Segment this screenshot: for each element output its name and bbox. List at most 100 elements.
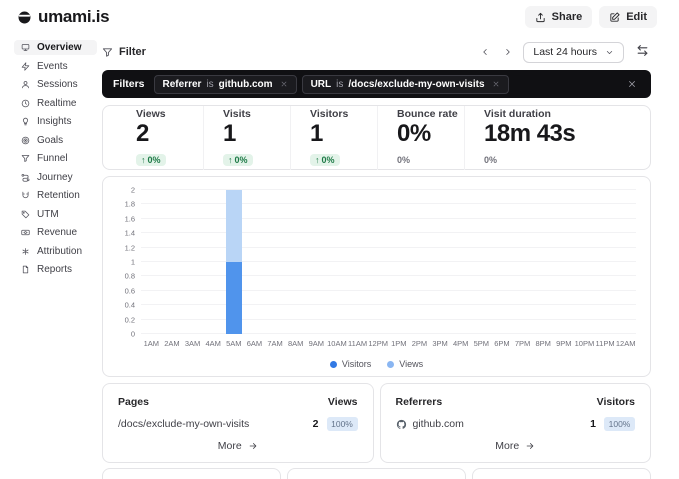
x-tick-label: 3AM bbox=[184, 339, 201, 348]
chart-legend: Visitors Views bbox=[117, 359, 636, 369]
sidebar-nav: Overview Events Sessions Realtime Insights Go… bbox=[14, 40, 97, 479]
referrers-table-row: github.com 1 100% bbox=[396, 417, 635, 431]
legend-item-views[interactable]: Views bbox=[387, 359, 423, 369]
filter-chip-referrer[interactable]: Referrer is github.com bbox=[153, 74, 297, 94]
x-tick-label: 11AM bbox=[348, 339, 368, 348]
x-tick-label: 4PM bbox=[452, 339, 469, 348]
referrers-rows: github.com 1 100% bbox=[396, 417, 635, 431]
sidebar-item-attribution[interactable]: Attribution bbox=[14, 244, 97, 259]
sidebar-item-events[interactable]: Events bbox=[14, 59, 97, 74]
x-tick-label: 8PM bbox=[535, 339, 551, 348]
sidebar-item-journey[interactable]: Journey bbox=[14, 170, 97, 185]
arrow-up-icon: ↑ bbox=[315, 154, 320, 165]
edit-button[interactable]: Edit bbox=[599, 6, 657, 28]
sidebar-item-goals[interactable]: Goals bbox=[14, 133, 97, 148]
stat-change-badge: ↑ 0% bbox=[310, 153, 340, 166]
sidebar-item-realtime[interactable]: Realtime bbox=[14, 96, 97, 111]
x-tick-label: 5AM bbox=[226, 339, 242, 348]
date-prev-button[interactable] bbox=[477, 44, 493, 60]
x-tick-label: 5PM bbox=[473, 339, 490, 348]
app-header: umami.is Share Edit bbox=[0, 0, 679, 34]
stat-visits: Visits 1 ↑ 0% bbox=[223, 105, 310, 170]
chart-y-axis: 0 0.2 0.4 0.6 0.8 1 1.2 1.4 1.6 1.8 2 bbox=[117, 186, 141, 339]
row-percent-badge: 100% bbox=[604, 417, 635, 431]
y-tick-label: 0.6 bbox=[124, 286, 135, 296]
sidebar-item-revenue[interactable]: Revenue bbox=[14, 225, 97, 240]
more-label: More bbox=[217, 440, 242, 452]
date-next-button[interactable] bbox=[500, 44, 516, 60]
share-button[interactable]: Share bbox=[524, 6, 593, 28]
legend-item-visitors[interactable]: Visitors bbox=[329, 359, 371, 369]
filters-bar-label: Filters bbox=[113, 78, 145, 90]
stat-value: 18m 43s bbox=[484, 119, 576, 147]
stat-value: 0% bbox=[397, 119, 431, 147]
filter-button[interactable]: Filter bbox=[102, 46, 146, 58]
tag-icon bbox=[21, 210, 30, 218]
x-tick-label: 8AM bbox=[287, 339, 304, 348]
y-tick-label: 1 bbox=[130, 257, 135, 267]
sidebar-item-label: Funnel bbox=[37, 153, 68, 164]
pages-more-button[interactable]: More bbox=[218, 440, 258, 452]
gridline bbox=[141, 304, 636, 306]
sidebar-item-utm[interactable]: UTM bbox=[14, 207, 97, 222]
row-percent-badge: 100% bbox=[326, 417, 358, 431]
chip-value: /docs/exclude-my-own-visits bbox=[348, 78, 485, 90]
y-tick-label: 1.2 bbox=[124, 243, 135, 253]
gridline bbox=[141, 232, 636, 234]
x-tick-label: 2PM bbox=[411, 339, 428, 348]
x-tick-label: 7AM bbox=[267, 339, 283, 348]
sidebar-item-label: UTM bbox=[37, 208, 59, 220]
gridline bbox=[141, 189, 636, 190]
row-name-link[interactable]: github.com bbox=[396, 418, 591, 430]
sidebar-item-reports[interactable]: Reports bbox=[14, 262, 97, 277]
remove-filter-icon[interactable] bbox=[492, 80, 500, 88]
funnel-icon bbox=[21, 155, 30, 162]
stat-change-badge: ↑ 0% bbox=[136, 153, 166, 166]
asterisk-icon bbox=[22, 247, 29, 255]
filter-label: Filter bbox=[119, 46, 146, 58]
legend-dot-icon bbox=[387, 360, 395, 368]
referrers-title: Referrers bbox=[395, 396, 443, 408]
sidebar-item-sessions[interactable]: Sessions bbox=[14, 77, 97, 92]
bar-visitors-5am[interactable] bbox=[225, 262, 242, 334]
stat-label: Visitors bbox=[310, 107, 349, 120]
x-tick-label: 6PM bbox=[494, 339, 510, 348]
referrers-more-button[interactable]: More bbox=[495, 440, 535, 452]
clear-filters-button[interactable] bbox=[624, 76, 640, 92]
sidebar-item-overview[interactable]: Overview bbox=[14, 40, 97, 55]
chevron-down-icon bbox=[606, 50, 613, 54]
sidebar-item-insights[interactable]: Insights bbox=[14, 114, 97, 129]
sidebar-item-label: Journey bbox=[37, 171, 73, 183]
sidebar-item-label: Attribution bbox=[37, 245, 83, 257]
main-content: Filter Last 24 hours bbox=[102, 40, 651, 479]
y-tick-label: 0.4 bbox=[124, 300, 135, 310]
stat-label: Visit duration bbox=[484, 107, 551, 120]
pages-card: Pages Views /docs/exclude-my-own-visits 2… bbox=[102, 383, 374, 463]
compare-button[interactable] bbox=[633, 43, 651, 61]
gridline bbox=[141, 333, 636, 334]
x-tick-label: 1PM bbox=[391, 339, 407, 348]
filter-chip-url[interactable]: URL is/docs/exclude-my-own-visits bbox=[301, 74, 509, 94]
row-name-link[interactable]: /docs/exclude-my-own-visits bbox=[118, 418, 313, 430]
remove-filter-icon[interactable] bbox=[280, 80, 288, 88]
stat-visit-duration: Visit duration 18m 43s 0% bbox=[484, 106, 576, 170]
x-tick-label: 12PM bbox=[368, 339, 388, 348]
bottom-cards-row bbox=[102, 468, 651, 479]
pages-title: Pages bbox=[118, 396, 149, 408]
stat-label: Visits bbox=[223, 107, 251, 120]
date-range-select[interactable]: Last 24 hours bbox=[523, 41, 624, 63]
stats-card: Views 2 ↑ 0% Visits 1 ↑ 0% Visitors 1 ↑ 0% Bounce… bbox=[102, 105, 651, 170]
sidebar-item-funnel[interactable]: Funnel bbox=[14, 151, 97, 166]
x-tick-label: 4AM bbox=[205, 339, 221, 348]
zap-icon bbox=[21, 61, 30, 71]
umami-logo[interactable]: umami.is bbox=[18, 7, 110, 27]
sidebar-item-retention[interactable]: Retention bbox=[14, 188, 97, 203]
chip-field: Referrer bbox=[162, 78, 202, 90]
y-tick-label: 0.8 bbox=[124, 271, 135, 281]
chip-operator: is bbox=[336, 78, 344, 90]
arrow-right-icon bbox=[526, 443, 534, 449]
sidebar-item-label: Insights bbox=[37, 116, 72, 127]
sidebar-item-label: Overview bbox=[37, 42, 82, 53]
stat-label: Bounce rate bbox=[397, 107, 458, 120]
y-tick-label: 0 bbox=[130, 329, 135, 339]
